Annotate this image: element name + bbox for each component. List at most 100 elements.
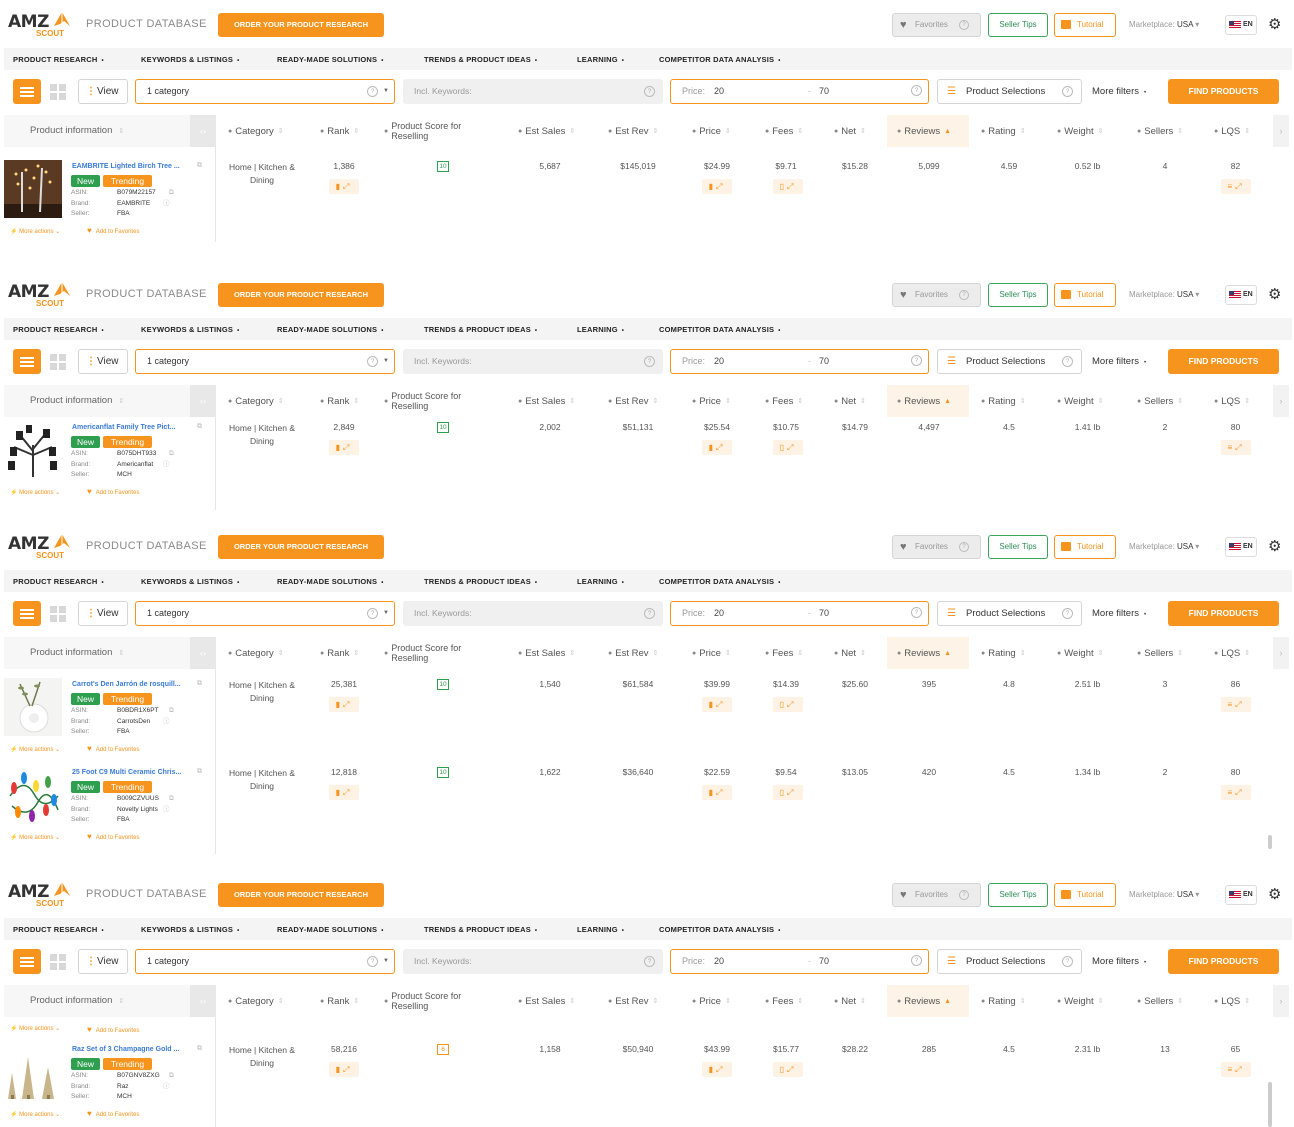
help-icon[interactable]: ?	[959, 290, 969, 300]
nav-item[interactable]: KEYWORDS & LISTINGS •	[141, 325, 239, 334]
eye-icon[interactable]: ●	[608, 997, 613, 1005]
column-sellers[interactable]: ● Sellers ⇕	[1137, 385, 1197, 417]
eye-icon[interactable]: ●	[981, 649, 986, 657]
column-fees[interactable]: ● Fees ⇕	[765, 985, 810, 1017]
grid-view-icon[interactable]	[46, 349, 70, 374]
favorites-button[interactable]: ♥ Favorites?	[892, 883, 981, 907]
eye-icon[interactable]: ●	[1214, 397, 1219, 405]
nav-item[interactable]: PRODUCT RESEARCH •	[13, 577, 104, 586]
price-min-input[interactable]: 20	[714, 956, 725, 966]
product-selections-button[interactable]: Product Selections?	[937, 601, 1082, 626]
nav-item[interactable]: KEYWORDS & LISTINGS •	[141, 577, 239, 586]
favorites-button[interactable]: ♥ Favorites?	[892, 535, 981, 559]
eye-icon[interactable]: ●	[384, 127, 389, 135]
product-image[interactable]	[4, 160, 62, 218]
column-reviews[interactable]: ● Reviews ▲	[887, 385, 969, 417]
rank-chart-button[interactable]: ▮⤢	[329, 179, 359, 194]
eye-icon[interactable]: ●	[1137, 397, 1142, 405]
column-rating[interactable]: ● Rating ⇕	[981, 115, 1041, 147]
scroll-left-icon[interactable]: ‹›	[190, 985, 216, 1017]
help-icon[interactable]: ?	[644, 608, 655, 619]
column-product-information[interactable]: Product information ⇕	[4, 637, 190, 669]
eye-icon[interactable]: ●	[1137, 997, 1142, 1005]
marketplace-selector[interactable]: Marketplace: USA ▾	[1129, 542, 1199, 551]
view-button[interactable]: View	[78, 949, 128, 974]
column-reviews[interactable]: ● Reviews ▲	[887, 115, 969, 147]
price-min-input[interactable]: 20	[714, 86, 725, 96]
scroll-left-icon[interactable]: ‹›	[190, 115, 216, 147]
copy-icon[interactable]: ⧉	[197, 680, 202, 687]
list-view-icon[interactable]	[13, 601, 41, 626]
eye-icon[interactable]: ●	[228, 997, 233, 1005]
price-chart-button[interactable]: ▮⤢	[702, 440, 732, 455]
category-select[interactable]: 1 category? ▼	[135, 349, 395, 374]
rank-chart-button[interactable]: ▮⤢	[329, 785, 359, 800]
eye-icon[interactable]: ●	[692, 397, 697, 405]
price-chart-button[interactable]: ▮⤢	[702, 179, 732, 194]
add-to-favorites-link[interactable]: ♥ Add to Favorites	[87, 487, 139, 496]
eye-icon[interactable]: ●	[897, 649, 902, 657]
category-select[interactable]: 1 category? ▼	[135, 949, 395, 974]
more-filters-button[interactable]: More filters •	[1092, 956, 1146, 967]
marketplace-selector[interactable]: Marketplace: USA ▾	[1129, 20, 1199, 29]
more-actions-link[interactable]: ⚡ More actions ⌄	[10, 1111, 60, 1118]
eye-icon[interactable]: ●	[897, 397, 902, 405]
eye-icon[interactable]: ●	[765, 397, 770, 405]
eye-icon[interactable]: ●	[608, 127, 613, 135]
product-name-link[interactable]: Raz Set of 3 Champagne Gold ...	[72, 1046, 180, 1053]
help-icon[interactable]: ?	[1062, 608, 1073, 619]
copy-icon[interactable]: ⧉	[169, 795, 174, 802]
rank-chart-button[interactable]: ▮⤢	[329, 1062, 359, 1077]
seller-tips-button[interactable]: Seller Tips	[988, 13, 1048, 37]
nav-item[interactable]: PRODUCT RESEARCH •	[13, 55, 104, 64]
tutorial-button[interactable]: Tutorial	[1054, 535, 1116, 559]
nav-item[interactable]: COMPETITOR DATA ANALYSIS •	[659, 577, 781, 586]
copy-icon[interactable]: ⧉	[197, 423, 202, 430]
eye-icon[interactable]: ●	[834, 127, 839, 135]
scroll-left-icon[interactable]: ‹›	[190, 637, 216, 669]
view-button[interactable]: View	[78, 601, 128, 626]
price-max-input[interactable]: 70	[819, 86, 830, 96]
product-image[interactable]	[4, 421, 62, 479]
more-actions-link[interactable]: ⚡ More actions ⌄	[10, 228, 60, 235]
copy-icon[interactable]: ⧉	[169, 189, 174, 196]
help-icon[interactable]: ⓘ	[163, 1082, 170, 1090]
lqs-details-button[interactable]: ≡⤢	[1221, 697, 1251, 712]
help-icon[interactable]: ⓘ	[163, 460, 170, 468]
column-price[interactable]: ● Price ⇕	[692, 385, 742, 417]
column-weight[interactable]: ● Weight ⇕	[1057, 115, 1122, 147]
column-rank[interactable]: ● Rank ⇕	[320, 385, 370, 417]
eye-icon[interactable]: ●	[518, 397, 523, 405]
column-est-sales[interactable]: ● Est Sales ⇕	[518, 637, 583, 669]
eye-icon[interactable]: ●	[1214, 649, 1219, 657]
help-icon[interactable]: ?	[911, 607, 922, 618]
nav-item[interactable]: TRENDS & PRODUCT IDEAS •	[424, 577, 537, 586]
vertical-scrollbar[interactable]	[1268, 835, 1272, 849]
eye-icon[interactable]: ●	[692, 127, 697, 135]
order-research-button[interactable]: ORDER YOUR PRODUCT RESEARCH	[218, 883, 384, 907]
copy-icon[interactable]: ⧉	[169, 1072, 174, 1079]
nav-item[interactable]: KEYWORDS & LISTINGS •	[141, 925, 239, 934]
eye-icon[interactable]: ●	[692, 997, 697, 1005]
copy-icon[interactable]: ⧉	[197, 768, 202, 775]
column-weight[interactable]: ● Weight ⇕	[1057, 637, 1122, 669]
order-research-button[interactable]: ORDER YOUR PRODUCT RESEARCH	[218, 535, 384, 559]
price-range[interactable]: Price: 20 -70?	[670, 601, 929, 626]
help-icon[interactable]: ?	[367, 86, 378, 97]
fees-calculator-button[interactable]: ▯⤢	[773, 1062, 803, 1077]
eye-icon[interactable]: ●	[897, 997, 902, 1005]
column-price[interactable]: ● Price ⇕	[692, 985, 742, 1017]
order-research-button[interactable]: ORDER YOUR PRODUCT RESEARCH	[218, 283, 384, 307]
list-view-icon[interactable]	[13, 349, 41, 374]
scroll-right-icon[interactable]: ›	[1273, 985, 1289, 1017]
product-selections-button[interactable]: Product Selections?	[937, 79, 1082, 104]
product-name-link[interactable]: 25 Foot C9 Multi Ceramic Chris...	[72, 769, 182, 776]
price-range[interactable]: Price: 20 -70?	[670, 949, 929, 974]
price-max-input[interactable]: 70	[819, 356, 830, 366]
add-to-favorites-link[interactable]: ♥ Add to Favorites	[87, 1109, 139, 1118]
amzscout-logo[interactable]: AMZ SCOUT	[8, 10, 76, 40]
help-icon[interactable]: ?	[911, 955, 922, 966]
eye-icon[interactable]: ●	[320, 649, 325, 657]
eye-icon[interactable]: ●	[608, 397, 613, 405]
price-chart-button[interactable]: ▮⤢	[702, 1062, 732, 1077]
